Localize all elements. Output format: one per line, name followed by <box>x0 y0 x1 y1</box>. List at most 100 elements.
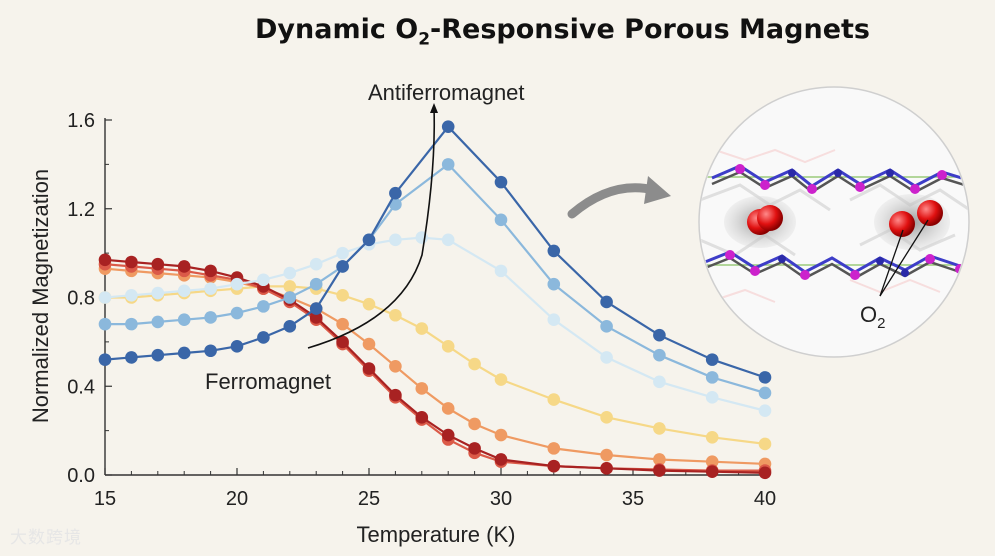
data-point <box>283 280 297 293</box>
data-point <box>758 386 772 400</box>
data-point <box>257 331 270 344</box>
data-point <box>600 462 613 475</box>
data-point <box>125 317 138 331</box>
data-point <box>494 428 508 442</box>
data-point <box>653 348 666 362</box>
data-point <box>653 453 666 466</box>
data-point <box>653 464 666 477</box>
x-tick-label: 30 <box>490 488 512 510</box>
data-point <box>309 311 323 324</box>
series-dark-blue <box>98 120 772 384</box>
data-point <box>230 306 244 320</box>
data-point <box>125 255 138 269</box>
data-point <box>653 375 666 389</box>
data-point <box>389 388 402 402</box>
data-point <box>257 273 270 287</box>
data-point <box>309 257 323 271</box>
data-point <box>125 351 138 364</box>
x-tick-label: 20 <box>226 488 248 510</box>
data-point <box>257 300 270 313</box>
data-point <box>177 346 191 360</box>
series-orange-line <box>104 267 766 465</box>
data-point <box>547 277 561 291</box>
antiferromagnet-label: Antiferromagnet <box>368 80 525 105</box>
data-point <box>705 455 719 468</box>
data-point <box>283 266 297 280</box>
data-point <box>204 344 217 358</box>
data-point <box>600 448 613 462</box>
data-point <box>336 335 349 349</box>
data-point <box>204 264 217 278</box>
data-point <box>151 315 165 329</box>
data-point <box>705 430 719 444</box>
y-tick-label: 0.0 <box>67 465 95 487</box>
series-mid-blue <box>98 158 772 400</box>
data-point <box>177 260 191 273</box>
x-tick-label: 15 <box>94 488 116 510</box>
series-light-blue <box>98 231 772 417</box>
data-point <box>230 277 244 291</box>
y-tick-label: 0.4 <box>67 376 95 398</box>
data-point <box>705 391 719 404</box>
data-point <box>125 288 138 302</box>
y-tick-label: 1.2 <box>67 199 95 221</box>
data-point <box>151 348 165 362</box>
data-point <box>758 437 772 451</box>
data-point <box>600 351 613 364</box>
data-point <box>98 353 112 366</box>
data-point <box>653 422 666 435</box>
data-point <box>441 428 455 442</box>
y-tick-label: 0.8 <box>67 288 95 310</box>
data-point <box>547 244 561 258</box>
axes <box>104 118 768 476</box>
data-point <box>653 328 666 342</box>
data-point <box>441 233 455 247</box>
x-tick-label: 35 <box>622 488 644 510</box>
data-point <box>336 317 349 331</box>
data-point <box>389 308 402 322</box>
x-tick-label: 25 <box>358 488 380 510</box>
annotation-arrow <box>307 107 436 349</box>
ferromagnet-label: Ferromagnet <box>205 369 331 394</box>
data-point <box>758 404 772 417</box>
data-point <box>336 260 349 273</box>
data-point <box>98 317 112 331</box>
data-point <box>705 371 719 384</box>
data-point <box>151 286 165 300</box>
data-point <box>547 313 561 326</box>
y-axis-title: Normalized Magnetization <box>28 169 53 423</box>
data-point <box>204 311 217 324</box>
data-point <box>441 402 455 415</box>
data-point <box>468 442 481 455</box>
data-point <box>283 320 297 333</box>
series-yellow <box>98 280 772 451</box>
data-point <box>494 175 508 189</box>
data-point <box>283 291 297 304</box>
data-point <box>389 359 402 373</box>
data-point <box>494 453 508 466</box>
data-point <box>441 120 455 133</box>
data-point <box>600 295 613 309</box>
data-point <box>415 231 429 244</box>
y-tick-label: 1.6 <box>67 110 95 132</box>
series-red-line <box>104 263 765 472</box>
series-orange <box>98 262 772 471</box>
data-point <box>362 297 376 311</box>
arrowhead-icon <box>430 103 438 113</box>
data-point <box>758 466 772 480</box>
data-point <box>494 264 508 278</box>
data-point <box>547 442 561 455</box>
o2-label: O2 <box>860 302 885 332</box>
x-tick-label: 40 <box>754 488 776 510</box>
series-dark-red <box>98 253 772 480</box>
data-point <box>336 288 349 302</box>
data-point <box>494 373 508 386</box>
watermark: 大数跨境 <box>10 528 82 547</box>
data-point <box>758 371 772 384</box>
data-point <box>468 357 481 371</box>
data-point <box>494 213 508 227</box>
data-point <box>177 284 191 298</box>
data-point <box>98 291 112 304</box>
data-point <box>415 322 429 335</box>
